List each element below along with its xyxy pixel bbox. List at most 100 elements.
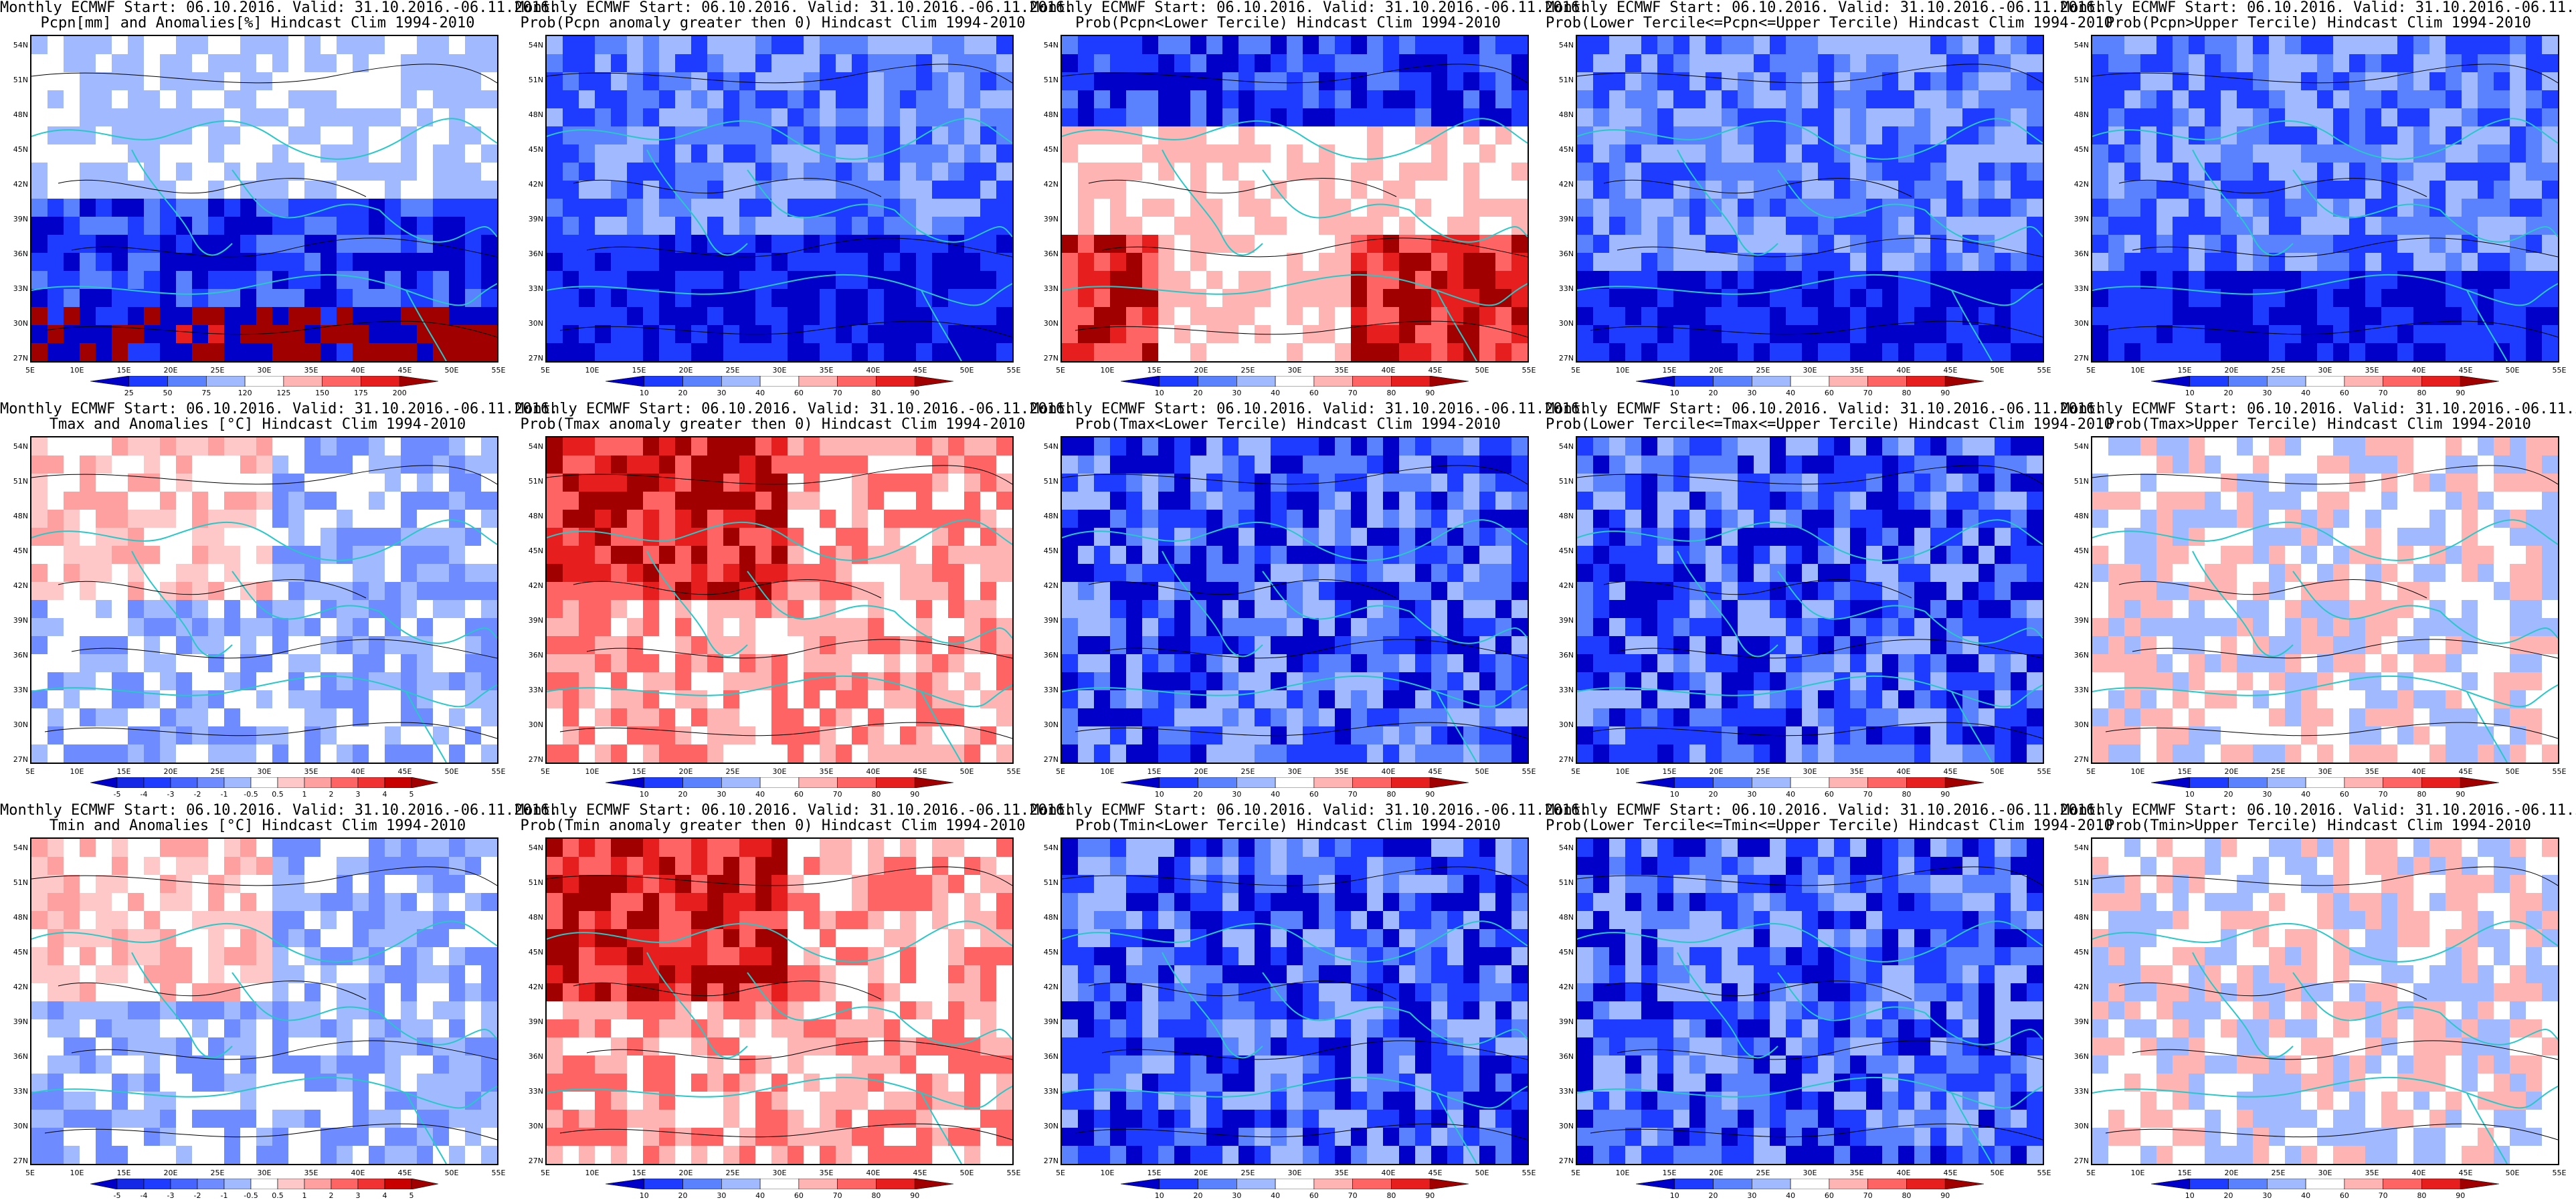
longitude-label: 50E: [1475, 366, 1489, 375]
latitude-label: 27N: [2074, 1157, 2089, 1165]
map-panel: Monthly ECMWF Start: 06.10.2016. Valid: …: [1030, 0, 1588, 401]
longitude-label: 35E: [1849, 366, 1864, 375]
longitude-label: 15E: [1662, 366, 1677, 375]
latitude-label: 45N: [13, 145, 28, 154]
longitude-label: 10E: [2130, 1169, 2145, 1177]
longitude-label: 25E: [210, 767, 225, 776]
panel-title-line1: Monthly ECMWF Start: 06.10.2016. Valid: …: [515, 401, 1074, 417]
longitude-label: 55E: [2552, 366, 2567, 375]
latitude-label: 36N: [528, 651, 543, 660]
colorbar-tick-label: 10: [1154, 1191, 1164, 1200]
colorbar-tick-label: 10: [639, 389, 649, 397]
longitude-label: 55E: [2037, 1169, 2051, 1177]
longitude-label: 50E: [444, 767, 459, 776]
longitude-label: 50E: [1475, 767, 1489, 776]
colorbar: [90, 1179, 438, 1189]
colorbar-tick-label: 150: [315, 389, 330, 397]
latitude-label: 39N: [528, 616, 543, 625]
latitude-label: 30N: [13, 1122, 28, 1130]
latitude-label: 39N: [1558, 1017, 1574, 1026]
latitude-label: 51N: [1558, 878, 1574, 887]
longitude-label: 40E: [351, 1169, 365, 1177]
longitude-label: 25E: [725, 366, 740, 375]
longitude-label: 25E: [1240, 1169, 1255, 1177]
longitude-label: 45E: [2458, 1169, 2473, 1177]
longitude-label: 20E: [163, 767, 178, 776]
colorbar-tick-label: 20: [678, 389, 688, 397]
latitude-label: 42N: [1558, 581, 1574, 590]
colorbar-tick-label: 90: [2456, 790, 2466, 799]
longitude-label: 35E: [1849, 767, 1864, 776]
latitude-label: 39N: [13, 616, 28, 625]
latitude-label: 33N: [13, 284, 28, 293]
colorbar-tick-label: 40: [1271, 1191, 1281, 1200]
latitude-label: 39N: [2074, 616, 2089, 625]
colorbar-tick-label: 30: [1747, 790, 1757, 799]
longitude-label: 55E: [2037, 767, 2051, 776]
longitude-label: 45E: [397, 1169, 412, 1177]
longitude-label: 30E: [1287, 1169, 1302, 1177]
latitude-label: 45N: [1558, 948, 1574, 957]
colorbar-tick-label: -2: [193, 1191, 201, 1200]
latitude-label: 36N: [1043, 1052, 1059, 1061]
colorbar-tick-label: 1: [302, 790, 307, 799]
map-panel: Monthly ECMWF Start: 06.10.2016. Valid: …: [2061, 401, 2576, 803]
latitude-label: 51N: [13, 477, 28, 486]
longitude-label: 40E: [2411, 767, 2426, 776]
latitude-label: 30N: [1558, 319, 1574, 328]
latitude-label: 27N: [2074, 755, 2089, 764]
longitude-label: 15E: [1662, 767, 1677, 776]
longitude-label: 15E: [116, 366, 131, 375]
latitude-label: 36N: [1043, 651, 1059, 660]
longitude-label: 25E: [725, 1169, 740, 1177]
colorbar-tick-label: 40: [1786, 1191, 1796, 1200]
colorbar-tick-label: 40: [2301, 1191, 2311, 1200]
latitude-label: 45N: [13, 948, 28, 957]
latitude-label: 51N: [1043, 76, 1059, 84]
latitude-label: 48N: [2074, 512, 2089, 520]
latitude-label: 30N: [13, 720, 28, 729]
latitude-label: 33N: [2074, 284, 2089, 293]
forecast-map: [30, 35, 498, 363]
latitude-label: 54N: [2074, 41, 2089, 49]
colorbar-tick-label: 20: [1193, 1191, 1203, 1200]
longitude-label: 5E: [2086, 1169, 2096, 1177]
latitude-label: 39N: [1043, 215, 1059, 223]
latitude-label: 42N: [1043, 581, 1059, 590]
colorbar-tick-label: 60: [794, 1191, 804, 1200]
longitude-label: 15E: [1147, 366, 1162, 375]
longitude-label: 10E: [2130, 366, 2145, 375]
latitude-label: 27N: [2074, 354, 2089, 363]
colorbar-tick-label: 70: [2378, 1191, 2388, 1200]
colorbar-tick-label: 40: [2301, 790, 2311, 799]
colorbar-tick-label: -4: [140, 790, 148, 799]
longitude-label: 20E: [163, 366, 178, 375]
colorbar-tick-label: 10: [2185, 389, 2195, 397]
longitude-label: 20E: [678, 1169, 693, 1177]
latitude-label: 30N: [1043, 720, 1059, 729]
colorbar-tick-label: 120: [238, 389, 252, 397]
latitude-label: 36N: [13, 651, 28, 660]
colorbar-tick-label: 70: [1863, 790, 1873, 799]
panel-title-line1: Monthly ECMWF Start: 06.10.2016. Valid: …: [2061, 0, 2576, 16]
colorbar-tick-label: 80: [871, 790, 881, 799]
latitude-label: 36N: [1558, 249, 1574, 258]
forecast-map: [30, 837, 498, 1165]
latitude-label: 48N: [528, 512, 543, 520]
map-panel: Monthly ECMWF Start: 06.10.2016. Valid: …: [0, 0, 558, 401]
latitude-label: 30N: [528, 319, 543, 328]
latitude-label: 45N: [2074, 546, 2089, 555]
colorbar-ticks: 10 20 30 40 60 70 80 90: [606, 389, 953, 399]
longitude-label: 35E: [819, 366, 834, 375]
colorbar-tick-label: 60: [1309, 790, 1319, 799]
forecast-map: [2091, 35, 2559, 363]
longitude-label: 20E: [2224, 366, 2239, 375]
longitude-label: 25E: [725, 767, 740, 776]
map-panel: Monthly ECMWF Start: 06.10.2016. Valid: …: [515, 803, 1073, 1204]
colorbar-tick-label: 80: [2417, 389, 2427, 397]
forecast-map: [545, 837, 1014, 1165]
colorbar-tick-label: 80: [2417, 1191, 2427, 1200]
longitude-label: 50E: [1990, 366, 2005, 375]
longitude-label: 20E: [2224, 1169, 2239, 1177]
longitude-label: 55E: [2037, 366, 2051, 375]
